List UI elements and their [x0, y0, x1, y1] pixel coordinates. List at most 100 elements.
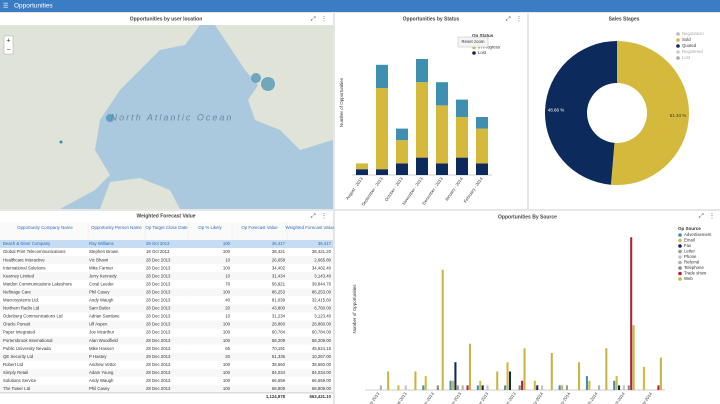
bar-segment[interactable]	[356, 163, 368, 170]
bar[interactable]	[468, 343, 471, 390]
bar-segment[interactable]	[456, 117, 468, 158]
bar-segment[interactable]	[436, 163, 448, 175]
menu-icon[interactable]: ☰	[3, 3, 8, 10]
column-header[interactable]: Opportunity Company Name	[17, 225, 73, 230]
bar-segment[interactable]	[396, 128, 408, 141]
legend-label[interactable]: In Progress	[478, 45, 500, 50]
table-row[interactable]	[0, 320, 333, 329]
bar[interactable]	[379, 385, 382, 390]
bar[interactable]	[533, 380, 536, 390]
bar[interactable]	[449, 380, 452, 390]
panel-icon[interactable]: ⤢	[699, 213, 704, 220]
bar[interactable]	[518, 385, 521, 390]
bar[interactable]	[521, 380, 524, 390]
legend-label[interactable]: Email	[684, 238, 695, 243]
bar-segment[interactable]	[356, 169, 368, 175]
bar[interactable]	[541, 385, 544, 390]
legend-label[interactable]: Web	[684, 276, 693, 281]
bar[interactable]	[561, 385, 564, 390]
legend-label[interactable]: Registered	[682, 49, 703, 54]
bar[interactable]	[642, 366, 645, 390]
table-row[interactable]	[0, 248, 333, 257]
panel-icon[interactable]: ⋮	[516, 17, 522, 23]
table-row[interactable]	[0, 280, 333, 289]
bar[interactable]	[397, 385, 400, 390]
bar-segment[interactable]	[396, 163, 408, 175]
table-row[interactable]	[0, 376, 333, 385]
bar-segment[interactable]	[416, 59, 428, 83]
legend-label[interactable]: Lost	[682, 55, 691, 60]
map-marker[interactable]	[251, 73, 261, 83]
panel-icon[interactable]: ⋮	[709, 214, 715, 220]
legend-label[interactable]: Phone	[684, 254, 697, 259]
pie-slice[interactable]	[545, 41, 617, 185]
bar-segment[interactable]	[476, 128, 488, 164]
column-header[interactable]: Op Target Close Date	[145, 225, 188, 230]
reset-zoom-button[interactable]	[457, 36, 489, 48]
column-header[interactable]: Opportunity Person Name	[91, 225, 142, 230]
bar[interactable]	[436, 385, 439, 390]
legend-label[interactable]: Lost	[478, 50, 487, 55]
panel-icon[interactable]: ⋮	[321, 214, 327, 220]
table-row[interactable]	[0, 384, 333, 393]
map-marker[interactable]	[59, 140, 63, 144]
table-row[interactable]	[0, 336, 333, 345]
bar[interactable]	[454, 362, 457, 390]
bar[interactable]	[387, 371, 390, 390]
bar[interactable]	[523, 348, 526, 390]
bar-segment[interactable]	[416, 82, 428, 158]
bar[interactable]	[657, 385, 660, 390]
bar-segment[interactable]	[476, 117, 488, 129]
column-header[interactable]: Op % Likely	[198, 225, 222, 230]
bar-segment[interactable]	[376, 88, 388, 170]
bar-segment[interactable]	[456, 157, 468, 175]
table-row[interactable]	[0, 288, 333, 297]
table-row[interactable]	[0, 368, 333, 377]
column-header[interactable]: Op Forecast Value	[241, 225, 278, 230]
table-row[interactable]	[0, 256, 333, 265]
bar[interactable]	[504, 385, 507, 390]
map[interactable]: North Atlantic Ocean + −	[0, 25, 333, 209]
bar[interactable]	[536, 385, 539, 390]
bar[interactable]	[476, 385, 479, 390]
bar[interactable]	[508, 371, 511, 390]
bar-segment[interactable]	[436, 105, 448, 164]
bar[interactable]	[506, 362, 509, 390]
table-row[interactable]	[0, 240, 333, 249]
bar[interactable]	[630, 237, 633, 390]
bar[interactable]	[456, 385, 459, 390]
bar[interactable]	[481, 385, 484, 390]
legend-label[interactable]: Negotiation	[682, 31, 704, 36]
bar[interactable]	[404, 385, 407, 390]
panel-icon[interactable]: ⤢	[311, 213, 316, 220]
pie-slice[interactable]	[610, 41, 689, 185]
legend-label[interactable]: Sold	[682, 37, 691, 42]
bar-segment[interactable]	[456, 99, 468, 117]
bar[interactable]	[496, 371, 499, 390]
legend-label[interactable]: Referral	[684, 260, 699, 265]
bar[interactable]	[585, 376, 588, 390]
bar[interactable]	[615, 376, 618, 390]
bar-segment[interactable]	[416, 157, 428, 175]
table-row[interactable]	[0, 304, 333, 313]
bar[interactable]	[565, 385, 568, 390]
bar[interactable]	[461, 385, 464, 390]
legend-label[interactable]: Quoted	[682, 43, 697, 48]
map-marker[interactable]	[106, 114, 114, 122]
bar[interactable]	[466, 385, 469, 390]
bar[interactable]	[451, 380, 455, 390]
zoom-in[interactable]: +	[6, 37, 10, 44]
bar[interactable]	[588, 380, 591, 390]
bar[interactable]	[613, 380, 616, 390]
bar[interactable]	[558, 385, 561, 390]
bar[interactable]	[578, 362, 581, 390]
bar-segment[interactable]	[376, 64, 388, 88]
zoom-out[interactable]: −	[6, 46, 10, 53]
bar[interactable]	[605, 348, 608, 390]
bar[interactable]	[627, 385, 630, 390]
legend-label[interactable]: Telephone	[684, 265, 704, 270]
bar[interactable]	[550, 352, 553, 390]
table-row[interactable]	[0, 328, 333, 337]
table-row[interactable]	[0, 264, 333, 273]
table-row[interactable]	[0, 272, 333, 281]
